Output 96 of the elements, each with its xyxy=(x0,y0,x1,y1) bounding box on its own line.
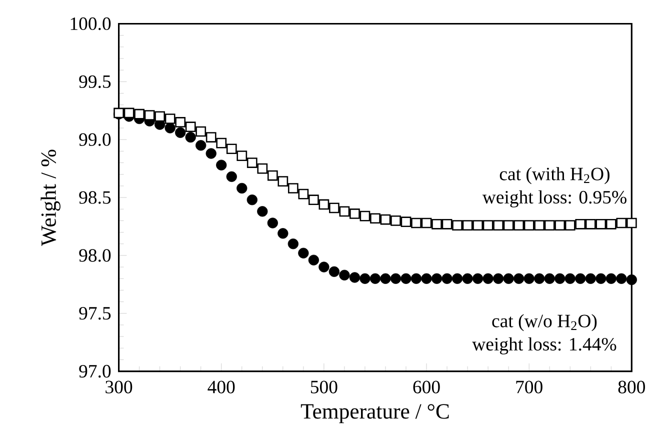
x-tick-label: 600 xyxy=(413,380,440,394)
point xyxy=(329,203,340,214)
point xyxy=(462,220,473,231)
point xyxy=(390,274,402,284)
point xyxy=(585,274,596,284)
point xyxy=(442,219,452,230)
y-tick-label: 99.5 xyxy=(79,76,111,88)
x-tick-label: 300 xyxy=(106,380,132,394)
point xyxy=(318,200,330,210)
point xyxy=(421,274,432,284)
point xyxy=(175,128,186,138)
y-tick-label: 98.0 xyxy=(79,249,111,262)
point xyxy=(411,218,422,228)
point xyxy=(564,274,576,284)
point xyxy=(246,158,258,168)
annotation: cat (w/o H$_{2}$O) xyxy=(492,314,597,332)
point xyxy=(196,126,206,137)
point xyxy=(524,274,534,284)
point xyxy=(144,110,155,121)
point xyxy=(216,160,227,171)
point xyxy=(226,144,237,154)
point xyxy=(596,274,606,284)
point xyxy=(298,189,309,200)
point xyxy=(236,183,248,194)
y-tick-label: 99.0 xyxy=(79,133,111,146)
point xyxy=(216,138,227,148)
point xyxy=(185,122,196,132)
y-tick-label: 98.5 xyxy=(79,191,111,204)
point xyxy=(267,218,278,229)
point xyxy=(492,274,504,284)
point xyxy=(267,170,278,181)
point xyxy=(380,274,391,284)
point xyxy=(278,228,288,239)
point xyxy=(246,194,258,206)
point xyxy=(503,220,514,231)
point xyxy=(196,140,206,151)
point xyxy=(134,109,144,120)
point xyxy=(226,172,237,182)
point xyxy=(206,148,216,160)
point xyxy=(410,274,422,284)
point xyxy=(400,216,412,228)
y-axis-title: Weight / % xyxy=(40,150,60,246)
x-tick-label: 500 xyxy=(310,380,338,394)
annotation: weight loss: 0.95% xyxy=(482,190,626,208)
point xyxy=(554,274,566,284)
point xyxy=(616,274,627,284)
point xyxy=(349,272,360,284)
point xyxy=(288,238,298,250)
y-tick-label: 97.5 xyxy=(79,307,111,320)
point xyxy=(175,117,186,128)
point xyxy=(339,206,350,217)
point xyxy=(462,274,473,284)
point xyxy=(606,274,616,284)
point xyxy=(503,274,514,284)
point xyxy=(124,108,134,118)
point xyxy=(431,274,442,284)
point xyxy=(360,274,370,284)
point xyxy=(164,114,176,124)
point xyxy=(298,248,309,259)
x-tick-label: 800 xyxy=(618,380,645,394)
point xyxy=(514,274,524,284)
point xyxy=(534,274,545,284)
point xyxy=(360,211,370,222)
x-tick-label: 700 xyxy=(516,380,542,394)
point xyxy=(278,176,288,187)
annotation: cat (with H$_{2}$O) xyxy=(500,167,610,184)
point xyxy=(308,254,320,266)
point xyxy=(339,270,350,281)
point xyxy=(370,274,381,284)
point xyxy=(442,274,452,284)
x-axis-title: Temperature / °C xyxy=(300,404,449,424)
point xyxy=(452,274,463,284)
point xyxy=(206,132,216,143)
point xyxy=(164,122,176,134)
point xyxy=(524,220,534,231)
y-tick-label: 100.0 xyxy=(70,18,111,30)
point xyxy=(575,274,586,284)
point xyxy=(482,220,494,231)
point xyxy=(318,262,330,273)
point xyxy=(626,218,637,228)
point xyxy=(544,274,555,284)
point xyxy=(185,132,196,143)
point xyxy=(257,164,268,174)
point xyxy=(616,218,627,228)
point xyxy=(257,206,268,217)
point xyxy=(482,274,494,284)
point xyxy=(328,266,340,278)
x-tick-label: 400 xyxy=(208,380,235,394)
point xyxy=(380,214,391,225)
point xyxy=(472,274,484,284)
annotation: weight loss: 1.44% xyxy=(472,338,616,355)
y-tick-label: 97.0 xyxy=(79,365,111,378)
point xyxy=(421,218,432,228)
point xyxy=(236,150,248,162)
point xyxy=(626,274,637,286)
point xyxy=(400,274,412,284)
